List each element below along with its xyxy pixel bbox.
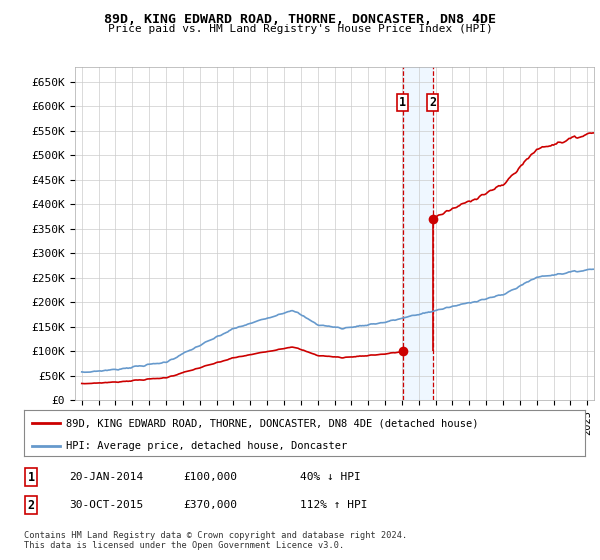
Text: Contains HM Land Registry data © Crown copyright and database right 2024.
This d: Contains HM Land Registry data © Crown c… — [24, 531, 407, 550]
Text: 20-JAN-2014: 20-JAN-2014 — [69, 472, 143, 482]
Bar — [403, 67, 433, 400]
Text: 89D, KING EDWARD ROAD, THORNE, DONCASTER, DN8 4DE: 89D, KING EDWARD ROAD, THORNE, DONCASTER… — [104, 13, 496, 26]
Text: HPI: Average price, detached house, Doncaster: HPI: Average price, detached house, Donc… — [66, 441, 347, 451]
Text: 2: 2 — [429, 96, 436, 109]
Text: Price paid vs. HM Land Registry's House Price Index (HPI): Price paid vs. HM Land Registry's House … — [107, 24, 493, 34]
Text: 1: 1 — [28, 470, 35, 484]
Text: 40% ↓ HPI: 40% ↓ HPI — [300, 472, 361, 482]
Text: £370,000: £370,000 — [183, 500, 237, 510]
Text: 2: 2 — [28, 498, 35, 512]
Text: 30-OCT-2015: 30-OCT-2015 — [69, 500, 143, 510]
Text: 112% ↑ HPI: 112% ↑ HPI — [300, 500, 367, 510]
Text: £100,000: £100,000 — [183, 472, 237, 482]
Text: 89D, KING EDWARD ROAD, THORNE, DONCASTER, DN8 4DE (detached house): 89D, KING EDWARD ROAD, THORNE, DONCASTER… — [66, 418, 479, 428]
Text: 1: 1 — [399, 96, 406, 109]
